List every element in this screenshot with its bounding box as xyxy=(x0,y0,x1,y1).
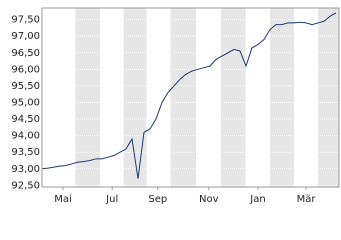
y-tick-label: 97,50 xyxy=(11,15,40,26)
month-band xyxy=(221,8,246,187)
y-tick-label: 94,00 xyxy=(11,131,40,142)
x-tick-label: Mär xyxy=(297,194,317,205)
y-tick-label: 92,50 xyxy=(11,180,40,191)
month-band xyxy=(170,8,197,187)
month-band xyxy=(270,8,294,187)
month-band xyxy=(75,8,100,187)
y-tick-label: 95,00 xyxy=(11,97,40,108)
x-tick-label: Jul xyxy=(105,194,118,205)
y-tick-label: 96,00 xyxy=(11,64,40,75)
y-tick-label: 95,50 xyxy=(11,81,40,92)
y-tick-label: 93,50 xyxy=(11,147,40,158)
price-line xyxy=(41,12,337,179)
chart: 92,50 93,00 93,50 94,00 94,50 95,00 95,50 96,00… xyxy=(11,7,340,205)
y-tick-label: 97,00 xyxy=(11,31,40,42)
plot-frame xyxy=(41,7,340,188)
x-tick-label: Sep xyxy=(148,194,167,205)
x-tick-label: Mai xyxy=(54,194,72,205)
x-tick-label: Jan xyxy=(249,194,265,205)
month-band xyxy=(318,8,339,187)
y-tick-label: 96,50 xyxy=(11,48,40,59)
y-tick-label: 94,50 xyxy=(11,114,40,125)
x-tick-label: Nov xyxy=(199,194,219,205)
y-tick-label: 93,00 xyxy=(11,164,40,175)
